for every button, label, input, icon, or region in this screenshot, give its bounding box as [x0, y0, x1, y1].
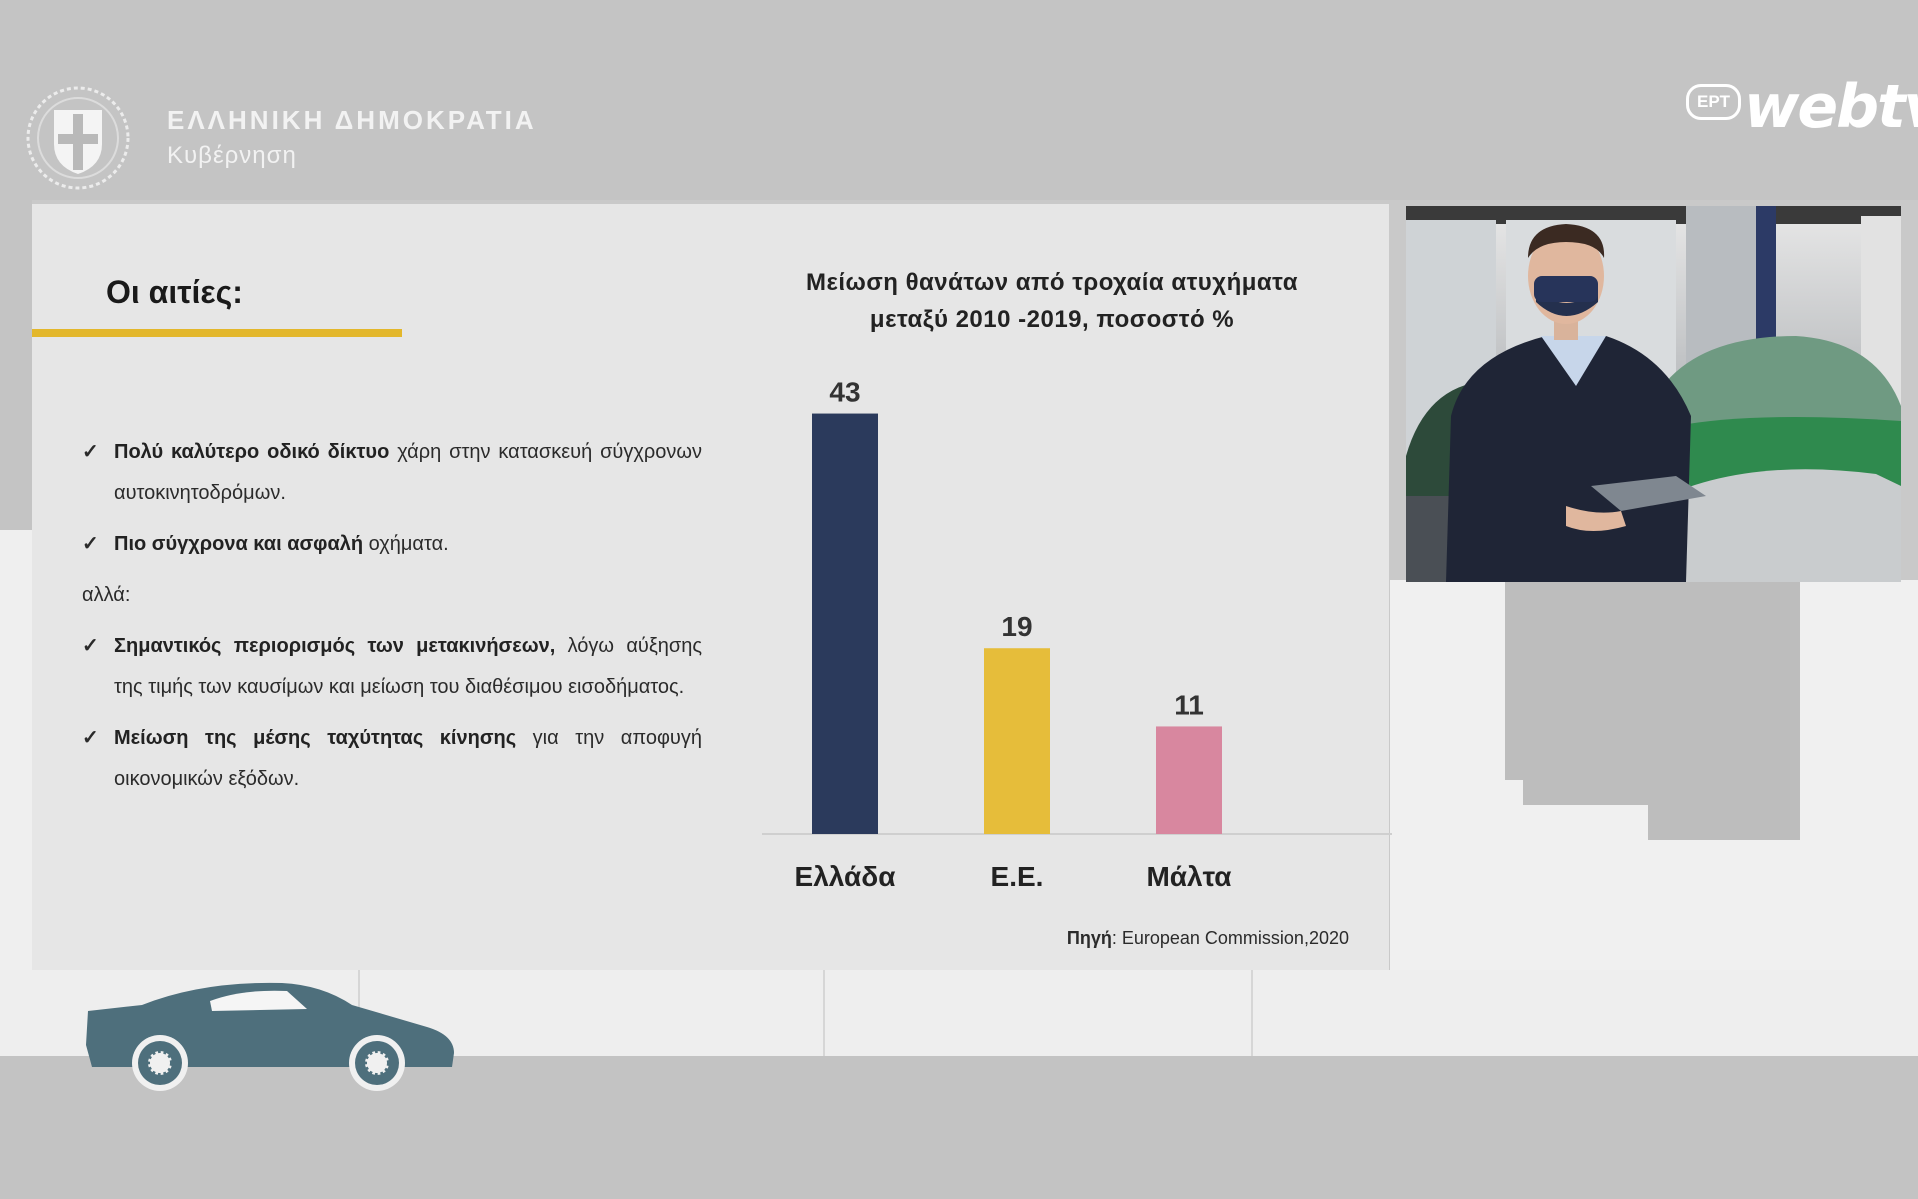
- bar-2: [1156, 726, 1222, 834]
- bullet-text: οχήματα.: [363, 533, 449, 555]
- bar-0: [812, 413, 878, 834]
- bar-1: [984, 648, 1050, 834]
- gov-title: ΕΛΛΗΝΙΚΗ ΔΗΜΟΚΡΑΤΙΑ: [167, 105, 537, 135]
- category-label: Ε.Ε.: [991, 861, 1044, 892]
- data-label: 19: [1001, 611, 1032, 642]
- gov-subtitle: Κυβέρνηση: [167, 142, 297, 169]
- data-label: 43: [829, 377, 860, 408]
- broadcaster-badge: ΕΡΤ: [1686, 84, 1742, 120]
- list-item: ✓ Πιο σύγχρονα και ασφαλή οχήματα.: [82, 524, 702, 565]
- causes-list: ✓ Πολύ καλύτερο οδικό δίκτυο χάρη στην κ…: [82, 432, 702, 810]
- source-text: : European Commission,2020: [1111, 928, 1349, 948]
- conjunction: αλλά:: [82, 584, 131, 606]
- chart-title-line: μεταξύ 2010 -2019, ποσοστό %: [869, 306, 1235, 333]
- background-bottom: [0, 1056, 1918, 1199]
- list-item: ✓ Μείωση της μέσης ταχύτητας κίνησης για…: [82, 718, 702, 800]
- presentation-slide: Οι αιτίες: ✓ Πολύ καλύτερο οδικό δίκτυο …: [32, 204, 1392, 970]
- checkmark-icon: ✓: [82, 727, 99, 749]
- presenter-video[interactable]: [1406, 206, 1901, 582]
- source-note: Πηγή: European Commission,2020: [1067, 928, 1349, 949]
- broadcaster-logo[interactable]: ΕΡΤ webtv: [1686, 72, 1918, 142]
- title-underline: [32, 329, 402, 337]
- chart-title: Μείωση θανάτων από τροχαία ατυχήματα μετ…: [742, 264, 1362, 338]
- data-label: 11: [1174, 689, 1204, 720]
- car-icon: [82, 975, 462, 1100]
- bar-chart: 43 Ελλάδα 19 Ε.Ε. 11 Μάλτα: [762, 377, 1392, 892]
- background-top: [0, 0, 1918, 200]
- category-label: Ελλάδα: [795, 861, 896, 892]
- list-item: ✓ Σημαντικός περιορισμός των μετακινήσεω…: [82, 626, 702, 708]
- source-label: Πηγή: [1066, 928, 1112, 948]
- slide-title: Οι αιτίες:: [106, 274, 243, 310]
- background-block: [1648, 780, 1800, 840]
- bullet-bold: Σημαντικός περιορισμός των μετακινήσεων,: [114, 635, 556, 657]
- bullet-text: χάρη στην κατασκευή σύγχρονων αυτοκινητο…: [114, 441, 702, 504]
- bullet-text: λόγω αύξησης της τιμής των καυσίμων και …: [114, 635, 703, 698]
- list-item: ✓ Πολύ καλύτερο οδικό δίκτυο χάρη στην κ…: [82, 432, 702, 514]
- checkmark-icon: ✓: [82, 533, 99, 555]
- checkmark-icon: ✓: [82, 441, 99, 463]
- background-block: [1505, 580, 1800, 780]
- category-label: Μάλτα: [1146, 861, 1231, 892]
- background-seam: [1251, 970, 1253, 1056]
- checkmark-icon: ✓: [82, 635, 99, 657]
- greek-coat-of-arms-icon: [22, 82, 134, 194]
- bullet-text: για την αποφυγή οικονομικών εξόδων.: [114, 727, 702, 790]
- background-seam: [823, 970, 825, 1056]
- bullet-bold: Πιο σύγχρονα και ασφαλή: [114, 533, 364, 555]
- bullet-bold: Πολύ καλύτερο οδικό δίκτυο: [114, 441, 390, 463]
- broadcaster-name: webtv: [1744, 72, 1918, 142]
- background-left: [0, 200, 32, 530]
- background-block: [1523, 780, 1648, 805]
- chart-title-line: Μείωση θανάτων από τροχαία ατυχήματα: [806, 269, 1298, 296]
- bullet-bold: Μείωση της μέσης ταχύτητας κίνησης: [114, 727, 517, 749]
